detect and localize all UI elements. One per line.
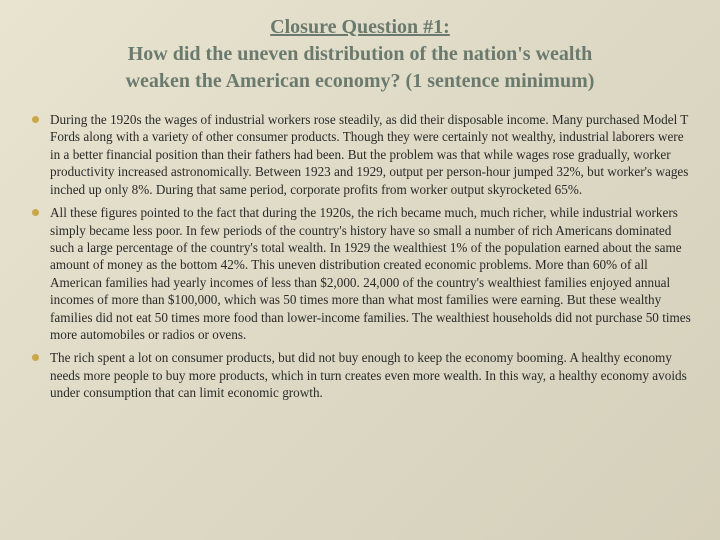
title-line-2: How did the uneven distribution of the n… [28, 41, 692, 68]
title-line-1: Closure Question #1: [28, 14, 692, 41]
bullet-list: During the 1920s the wages of industrial… [28, 111, 692, 402]
slide-title: Closure Question #1: How did the uneven … [28, 14, 692, 95]
list-item: During the 1920s the wages of industrial… [28, 111, 692, 198]
title-line-3: weaken the American economy? (1 sentence… [28, 68, 692, 95]
list-item: All these figures pointed to the fact th… [28, 204, 692, 343]
list-item: The rich spent a lot on consumer product… [28, 349, 692, 401]
